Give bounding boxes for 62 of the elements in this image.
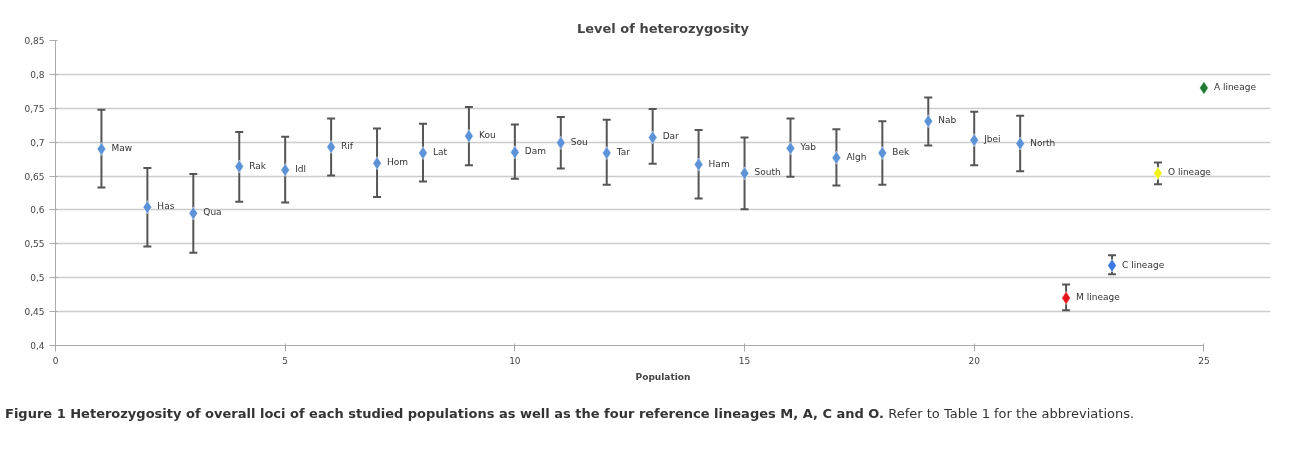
annotation: Maw [111,142,133,153]
point [1061,291,1071,305]
annotation: Yab [799,142,817,153]
x-tick-label: 15 [738,355,751,366]
x-tick-label: 25 [1198,355,1210,366]
y-tick-label: 0,6 [30,205,45,216]
point [1199,81,1209,95]
annotation: Rak [249,160,267,171]
y-tick-label: 0,85 [24,36,45,46]
x-tick-label: 20 [968,355,981,366]
annotation: O lineage [1167,167,1212,178]
y-tick-label: 0,7 [30,137,45,148]
annotation: Qua [203,207,222,218]
annotation: Dar [662,131,680,142]
point [464,129,474,143]
y-tick-label: 0,45 [24,307,45,318]
point [418,146,428,160]
annotation: Lat [432,147,448,158]
point [326,140,336,154]
annotation: Sou [570,136,588,147]
annotation: Kou [478,130,496,141]
point [556,136,566,150]
point [739,166,750,181]
annotation: North [1030,137,1056,148]
point [142,200,152,214]
x-tick-label: 10 [509,355,521,366]
caption: Figure 1 Heterozygosity of overall loci of each studied populations as well as the four reference lineages M, A, C and O. [5,406,885,421]
y-tick-label: 0,65 [24,171,45,182]
y-tick-label: 0,8 [30,69,45,80]
annotation: Jbei [983,134,1001,145]
annotation: Idl [295,163,307,174]
annotation: South [754,167,781,178]
annotation: Has [157,201,175,212]
y-tick-label: 0,4 [30,341,45,351]
point [96,142,107,156]
point [831,151,841,165]
annotation: Algh [846,151,867,162]
annotation: Hom [387,157,409,168]
annotation: M lineage [1076,292,1121,303]
annotation: Ham [708,158,730,169]
point [877,146,887,160]
chart-title: Level of heterozygosity [576,20,750,36]
annotation: Nab [938,115,957,126]
annotation: Dam [524,146,547,157]
annotation: C lineage [1122,259,1165,270]
point [785,141,796,156]
y-tick-label: 0,55 [24,239,45,250]
point [923,114,933,128]
annotation: Rif [341,140,354,151]
annotation: A lineage [1213,81,1257,92]
text: Refer to Table 1 for the abbreviations. [888,406,1135,421]
point [602,146,612,160]
point [280,163,290,177]
y-tick-label: 0,75 [24,103,45,114]
annotation: Bek [892,147,911,158]
point [969,133,979,147]
annotation: Tar [615,147,631,158]
x-tick-label: 5 [282,355,289,366]
x-tick-label: 0 [52,355,59,366]
point [372,156,382,170]
x-axis-title: Population [635,371,691,382]
y-tick-label: 0,5 [30,273,45,284]
